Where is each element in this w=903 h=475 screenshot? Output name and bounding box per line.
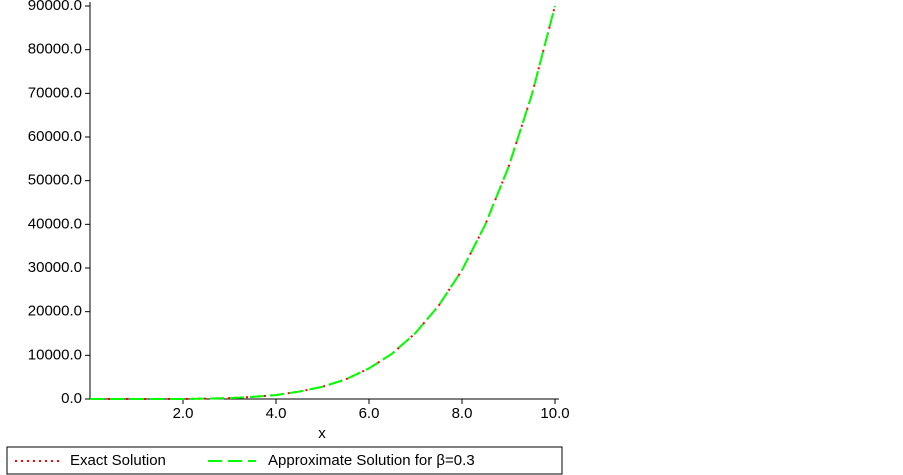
y-tick-label: 70000.0 [28, 84, 82, 101]
legend-label: Approximate Solution for β=0.3 [268, 452, 475, 469]
y-tick-label: 20000.0 [28, 303, 82, 320]
y-tick-label: 30000.0 [28, 259, 82, 276]
y-tick-label: 90000.0 [28, 0, 82, 14]
y-tick-label: 60000.0 [28, 128, 82, 145]
x-tick-label: 8.0 [452, 405, 473, 422]
y-tick-label: 80000.0 [28, 41, 82, 58]
x-tick-label: 2.0 [173, 405, 194, 422]
series-line [90, 5, 556, 400]
y-tick-label: 0.0 [61, 390, 82, 407]
y-tick-label: 50000.0 [28, 172, 82, 189]
x-tick-label: 6.0 [359, 405, 380, 422]
y-tick-label: 10000.0 [28, 346, 82, 363]
x-tick-label: 10.0 [540, 405, 569, 422]
x-axis-label: x [318, 425, 326, 442]
legend-label: Exact Solution [70, 452, 166, 469]
y-tick-label: 40000.0 [28, 215, 82, 232]
series-line [90, 5, 556, 400]
legend-box [6, 446, 563, 475]
x-tick-label: 4.0 [266, 405, 287, 422]
